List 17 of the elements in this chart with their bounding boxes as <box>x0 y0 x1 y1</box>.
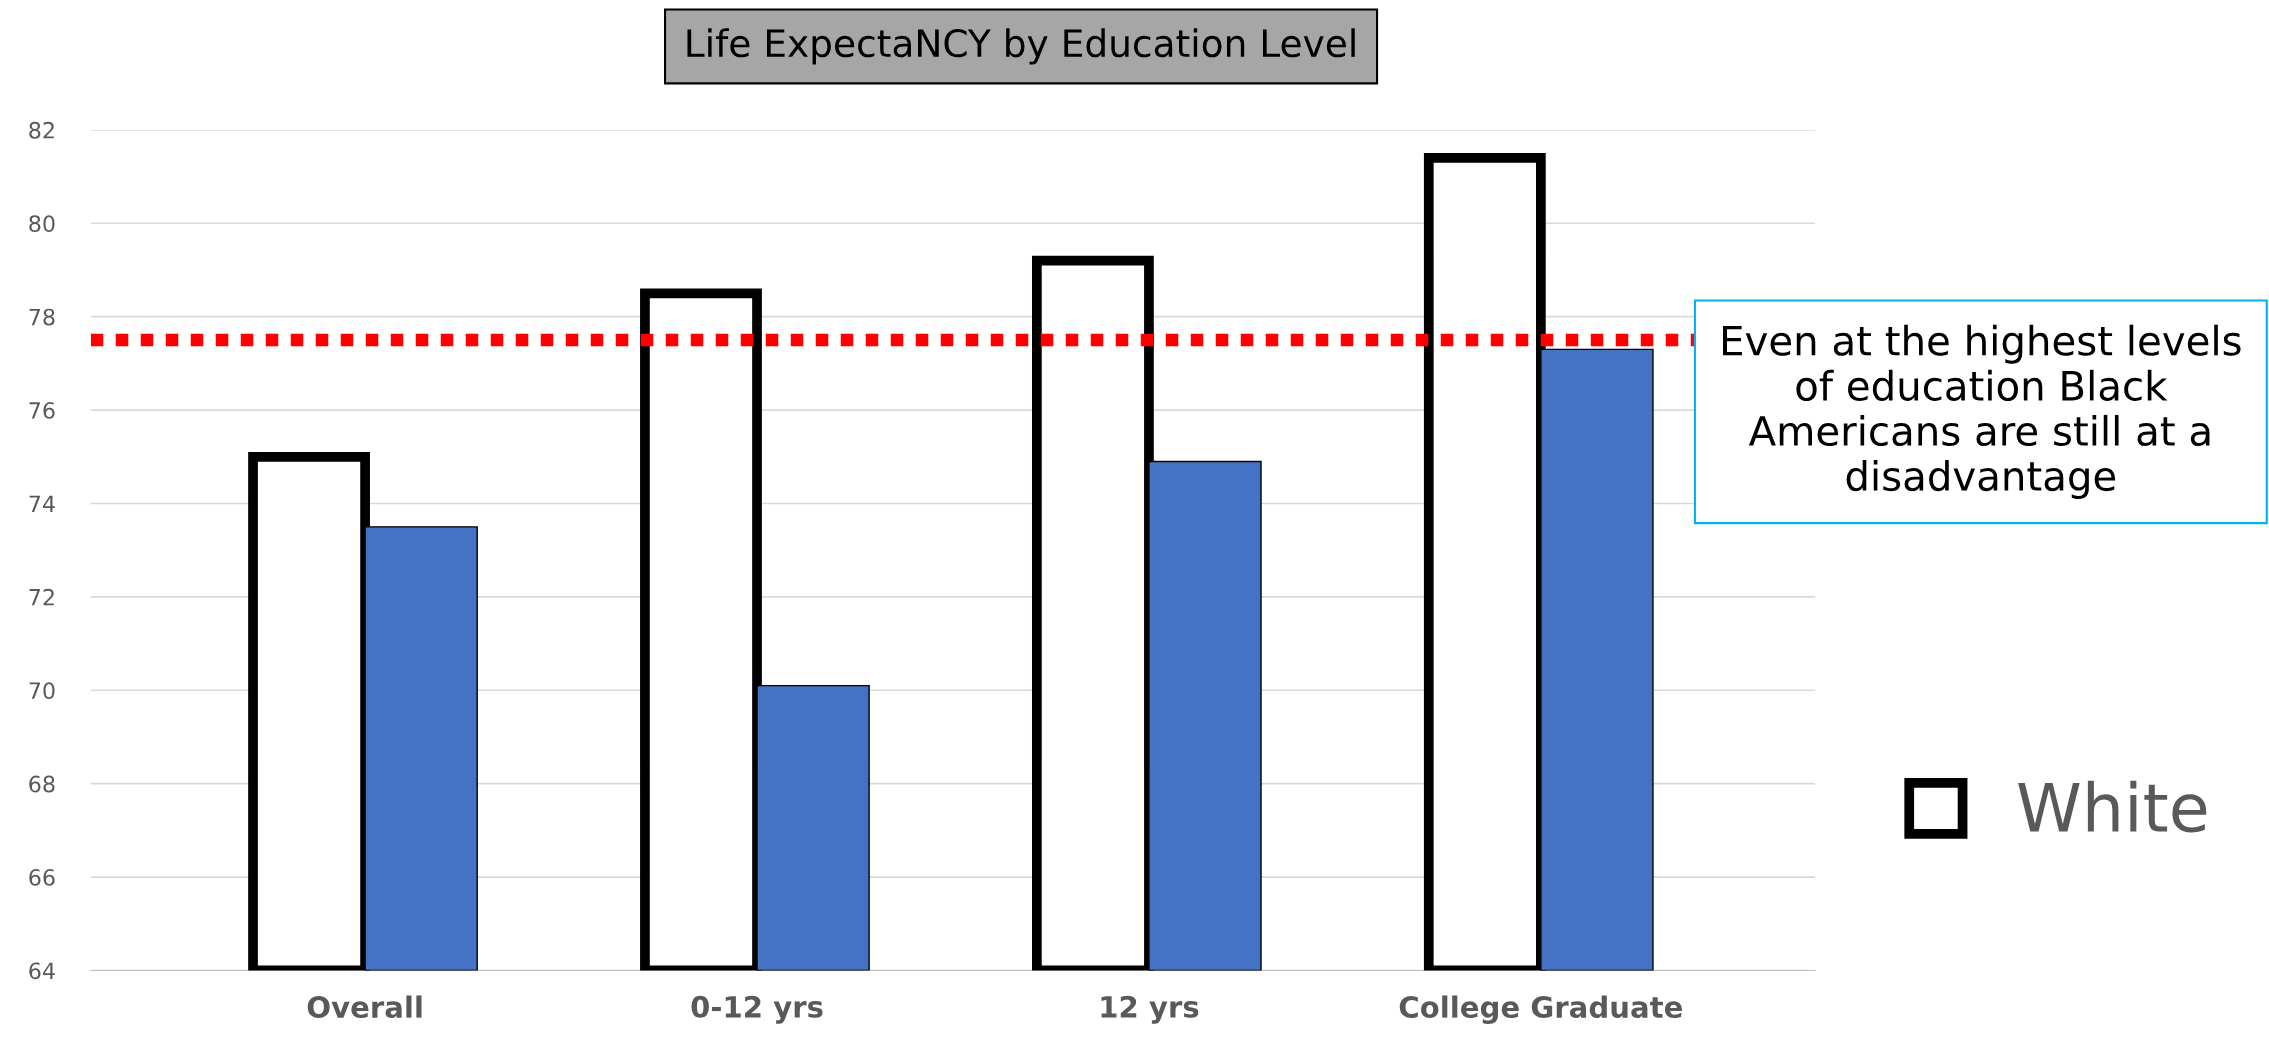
y-tick-label: 78 <box>29 308 55 326</box>
y-tick-label: 82 <box>29 121 54 139</box>
y-tick-label: 80 <box>29 215 55 233</box>
x-tick-label: Overall <box>307 995 422 1019</box>
x-tick-label: 0-12 yrs <box>691 995 823 1024</box>
legend-label: White <box>2018 780 2207 833</box>
chart-title: Life ExpectaNCY by Education Level <box>687 28 1355 65</box>
y-tick-label: 76 <box>29 402 55 419</box>
x-tick-label: 12 yrs <box>1101 995 1199 1024</box>
y-tick-label: 70 <box>29 682 55 700</box>
annotation: Even at the highest levels of education Black Americans are still at a disadvantage <box>1723 324 2241 499</box>
x-tick-label: College Graduate <box>1399 995 1682 1024</box>
y-tick-label: 74 <box>29 495 55 512</box>
y-tick-label: 66 <box>29 869 55 886</box>
y-tick-label: 72 <box>29 588 54 606</box>
y-tick-label: 64 <box>29 962 55 980</box>
y-tick-label: 68 <box>29 775 55 793</box>
